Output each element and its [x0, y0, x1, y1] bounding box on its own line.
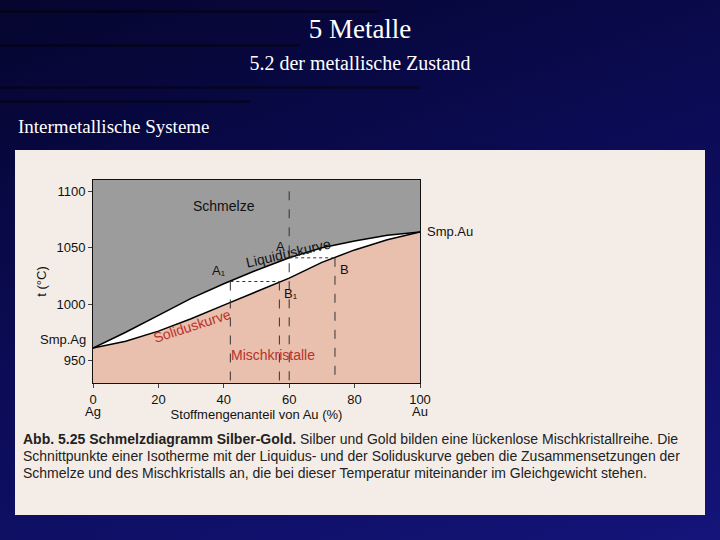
- svg-text:Smp.Ag: Smp.Ag: [40, 332, 86, 347]
- svg-text:Smp.Au: Smp.Au: [427, 224, 473, 239]
- svg-text:Liquiduskurve: Liquiduskurve: [244, 235, 332, 270]
- svg-text:100: 100: [409, 392, 431, 407]
- svg-text:Schmelze: Schmelze: [193, 198, 255, 214]
- html-text:Abb. 5.25 Schmelzdiagramm Silb: Abb. 5.25 Schmelzdiagramm Silber-Gold. S…: [23, 431, 680, 481]
- svg-text:1100: 1100: [57, 184, 85, 199]
- svg-text:20: 20: [151, 392, 165, 407]
- svg-text:Stoffmengenanteil von Au (%): Stoffmengenanteil von Au (%): [171, 407, 343, 422]
- svg-text:0: 0: [89, 392, 96, 407]
- svg-text:B₁: B₁: [284, 286, 298, 301]
- svg-text:B: B: [340, 262, 349, 277]
- svg-text:40: 40: [217, 392, 231, 407]
- svg-text:60: 60: [282, 392, 296, 407]
- svg-text:1000: 1000: [56, 297, 85, 312]
- svg-text:Mischkristalle: Mischkristalle: [231, 347, 315, 363]
- svg-text:Au: Au: [412, 404, 428, 419]
- svg-text:1050: 1050: [56, 240, 85, 255]
- html-text:5.2 der metallische Zustand: 5.2 der metallische Zustand: [249, 52, 471, 74]
- svg-text:Ag: Ag: [85, 404, 101, 419]
- svg-text:Soliduskurve: Soliduskurve: [151, 306, 232, 346]
- svg-text:t (°C): t (°C): [34, 266, 49, 296]
- html-text:Intermetallische Systeme: Intermetallische Systeme: [18, 116, 210, 137]
- svg-text:A₁: A₁: [212, 263, 226, 278]
- svg-text:950: 950: [64, 353, 86, 368]
- html-text:5 Metalle: 5 Metalle: [308, 14, 412, 44]
- svg-text:80: 80: [347, 392, 361, 407]
- svg-text:A: A: [276, 239, 285, 254]
